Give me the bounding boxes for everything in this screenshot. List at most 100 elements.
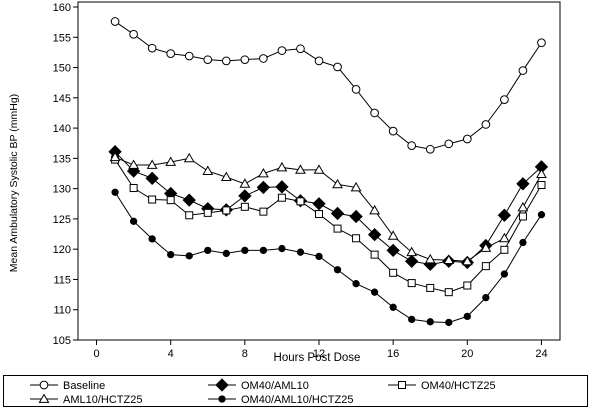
data-point (425, 144, 435, 154)
data-point (497, 208, 512, 222)
y-tick-label: 110 (53, 305, 71, 317)
data-point (388, 126, 398, 136)
data-point (204, 246, 212, 255)
data-point (445, 318, 453, 327)
y-tick-label: 150 (53, 63, 71, 75)
data-point (109, 151, 121, 162)
data-point (333, 224, 342, 233)
data-point (443, 254, 455, 264)
data-point (184, 51, 194, 61)
legend-marker (398, 381, 406, 389)
legend-marker (39, 380, 49, 390)
data-point (257, 167, 269, 178)
data-point (315, 210, 323, 219)
data-point (146, 159, 158, 169)
data-point (182, 193, 196, 207)
legend-label: OM40/AML10 (241, 380, 309, 392)
data-point (482, 293, 490, 302)
data-point (537, 181, 546, 190)
data-point (129, 217, 138, 225)
legend-marker (38, 393, 50, 403)
y-axis-label: Mean Ambulatory Systolic BP (mmHg) (8, 94, 20, 272)
series-0 (110, 17, 546, 154)
x-tick-label: 24 (535, 348, 547, 360)
data-point (536, 168, 547, 179)
data-point (203, 55, 213, 65)
data-point (389, 268, 398, 277)
legend-marker (218, 395, 226, 403)
data-point (518, 66, 528, 75)
data-point (370, 288, 379, 296)
data-point (333, 62, 342, 72)
data-point (166, 196, 175, 205)
data-point (406, 246, 418, 257)
data-point (370, 108, 379, 118)
legend-label: OM40/HCTZ25 (421, 380, 496, 392)
data-point (240, 55, 250, 65)
data-point (405, 254, 419, 268)
y-tick-label: 140 (53, 123, 71, 135)
legend-label: OM40/AML10/HCTZ25 (241, 394, 353, 406)
data-point (128, 159, 140, 169)
data-point (241, 246, 249, 255)
x-axis-label: Hours Post Dose (274, 352, 361, 364)
data-point (500, 95, 509, 104)
data-point (500, 245, 509, 254)
data-point (278, 244, 286, 253)
x-tick-label: 16 (387, 348, 399, 360)
legend-box (3, 375, 588, 407)
data-point (518, 212, 527, 221)
data-point (314, 56, 324, 66)
data-point (315, 252, 323, 261)
data-point (426, 318, 434, 326)
legend: Baseline OM40/AML10 OM40/HCTZ25 AML10/HCTZ2… (30, 378, 496, 406)
data-point (295, 164, 306, 174)
data-point (351, 84, 361, 94)
series-2 (111, 155, 546, 297)
data-point (111, 188, 119, 196)
y-tick-label: 125 (53, 214, 71, 226)
data-point (537, 211, 546, 219)
data-point (148, 195, 157, 204)
data-point (312, 197, 326, 211)
data-point (222, 249, 230, 258)
data-point (387, 230, 399, 240)
data-point (276, 161, 288, 172)
data-point (148, 235, 156, 243)
data-point (424, 253, 436, 264)
data-point (203, 208, 212, 217)
data-point (259, 54, 268, 63)
data-point (259, 246, 268, 255)
x-tick-label: 12 (313, 348, 325, 360)
x-axis: 0 4 8 12 16 20 24 (93, 340, 548, 360)
data-point (239, 178, 251, 188)
data-point (519, 238, 527, 247)
series-line (114, 151, 542, 265)
data-point (463, 281, 472, 290)
data-point (426, 283, 435, 292)
data-point (463, 312, 471, 321)
y-tick-label: 105 (53, 335, 71, 347)
data-point (256, 180, 271, 195)
y-tick-label: 130 (53, 184, 71, 196)
data-point (333, 266, 342, 274)
data-point (462, 134, 472, 144)
y-tick-label: 145 (53, 93, 71, 105)
data-point (296, 248, 305, 256)
legend-label: AML10/HCTZ25 (63, 394, 142, 406)
data-point (349, 209, 363, 224)
y-axis: 105 110 115 120 125 130 135 140 145 150 155 160 (53, 2, 78, 347)
data-point (481, 262, 490, 271)
data-point (352, 234, 361, 243)
data-point (444, 288, 453, 297)
data-point (185, 252, 193, 260)
data-point (129, 184, 138, 193)
data-point (110, 17, 120, 26)
data-point (147, 43, 157, 53)
data-point (481, 120, 491, 129)
x-tick-label: 0 (93, 348, 99, 360)
data-point (498, 232, 510, 243)
data-point (480, 242, 492, 252)
data-point (537, 38, 546, 48)
